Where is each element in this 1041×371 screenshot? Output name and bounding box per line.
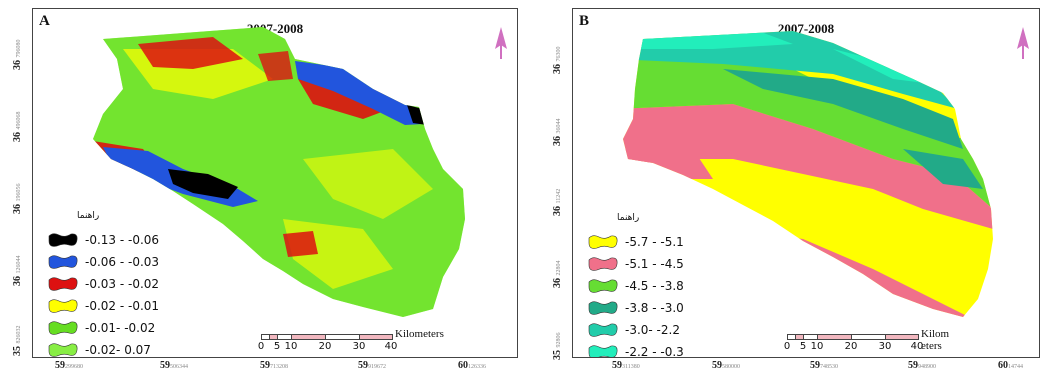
legend-swatch: [48, 343, 78, 357]
legend-item: -2.2 - -0.3: [587, 341, 684, 358]
y-label-b-1: 36 76300: [552, 46, 563, 75]
y-label-b-3: 36 11242: [552, 188, 563, 216]
legend-swatch: [588, 345, 618, 357]
scale-tick-label: 30: [352, 341, 366, 352]
panel-letter: A: [39, 13, 50, 29]
map-panel-a: A 2007-2008: [32, 8, 518, 358]
legend-label: -2.2 - -0.3: [625, 345, 684, 358]
index-map-a: [93, 27, 465, 317]
legend-label: -4.5 - -3.8: [625, 279, 684, 293]
y-label-b-2: 36 36044: [552, 118, 563, 147]
legend-title: راهنما: [77, 211, 100, 221]
scale-bar: 0 5 10 20 30 40 Kilometers: [257, 328, 444, 352]
y-label-a-1: 36 796080: [12, 39, 23, 71]
y-label-a-5: 35 826032: [12, 325, 23, 357]
scale-bar: 0 5 10 20 30 40 Kilom eters: [783, 328, 949, 352]
legend-swatch: [48, 255, 78, 269]
legend-item: -0.02 - -0.01: [47, 295, 159, 317]
y-label-b-5: 35 92806: [552, 332, 563, 361]
map-legend: راهنما -5.7 - -5.1 -5.1 - -4.5 -4.5 - -3.8…: [587, 213, 684, 358]
legend-swatch: [48, 277, 78, 291]
legend-swatch: [588, 323, 618, 337]
legend-label: -3.0- -2.2: [625, 323, 680, 337]
scale-tick-label: 40: [910, 341, 924, 352]
legend-swatch: [48, 299, 78, 313]
y-label-a-3: 36 196056: [12, 183, 23, 215]
legend-label: -0.01- -0.02: [85, 321, 156, 335]
y-label-a-2: 36 496068: [12, 111, 23, 143]
legend-item: -5.7 - -5.1: [587, 231, 684, 253]
legend-item: -0.06 - -0.03: [47, 251, 159, 273]
y-label-a-4: 36 126044: [12, 255, 23, 287]
x-label-a-1: 59299680: [55, 360, 83, 371]
north-arrow-icon: [1017, 27, 1029, 59]
scale-tick-label: 10: [810, 341, 824, 352]
scale-tick-label: 10: [284, 341, 298, 352]
scale-tick-label: 30: [878, 341, 892, 352]
legend-item: -0.13 - -0.06: [47, 229, 159, 251]
legend-swatch: [588, 235, 618, 249]
legend-swatch: [588, 257, 618, 271]
legend-item: -0.02- 0.07: [47, 339, 159, 357]
legend-label: -0.13 - -0.06: [85, 233, 160, 247]
map-legend: راهنما -0.13 - -0.06 -0.06 - -0.03 -0.03 -…: [47, 211, 159, 357]
x-label-a-4: 59919672: [358, 360, 386, 371]
legend-item: -0.03 - -0.02: [47, 273, 159, 295]
legend-label: -0.03 - -0.02: [85, 277, 160, 291]
scale-unit: Kilometers: [395, 328, 444, 340]
legend-label: -5.1 - -4.5: [625, 257, 684, 271]
legend-label: -5.7 - -5.1: [625, 235, 684, 249]
legend-swatch: [588, 301, 618, 315]
legend-label: -0.02 - -0.01: [85, 299, 160, 313]
scale-tick-label: 5: [799, 341, 807, 352]
legend-swatch: [48, 321, 78, 335]
scale-tick-label: 0: [783, 341, 791, 352]
x-label-b-4: 59948900: [908, 360, 936, 371]
x-label-a-2: 59506344: [160, 360, 188, 371]
scale-tick-label: 0: [257, 341, 265, 352]
map-panel-b: B 2007-2008 راهنما: [572, 8, 1040, 358]
legend-item: -4.5 - -3.8: [587, 275, 684, 297]
scale-tick-label: 20: [844, 341, 858, 352]
legend-item: -0.01- -0.02: [47, 317, 159, 339]
legend-swatch: [48, 233, 78, 247]
legend-label: -0.06 - -0.03: [85, 255, 160, 269]
y-label-b-4: 36 22804: [552, 260, 563, 289]
scale-tick-label: 20: [318, 341, 332, 352]
x-label-a-5: 60126336: [458, 360, 486, 371]
legend-item: -5.1 - -4.5: [587, 253, 684, 275]
legend-label: -3.8 - -3.0: [625, 301, 684, 315]
index-map-b: [623, 31, 993, 317]
legend-label: -0.02- 0.07: [85, 343, 151, 357]
legend-swatch: [588, 279, 618, 293]
scale-tick-label: 5: [273, 341, 281, 352]
panel-letter: B: [579, 13, 590, 29]
scale-tick-label: 40: [384, 341, 398, 352]
north-arrow-icon: [495, 27, 507, 59]
legend-title: راهنما: [617, 213, 640, 223]
scale-unit: Kilom eters: [921, 328, 950, 352]
x-label-b-3: 59748530: [810, 360, 838, 371]
x-label-b-5: 6014744: [998, 360, 1023, 371]
x-label-a-3: 59713208: [260, 360, 288, 371]
legend-item: -3.0- -2.2: [587, 319, 684, 341]
x-label-b-2: 59580000: [712, 360, 740, 371]
x-label-b-1: 59311380: [612, 360, 640, 371]
legend-item: -3.8 - -3.0: [587, 297, 684, 319]
